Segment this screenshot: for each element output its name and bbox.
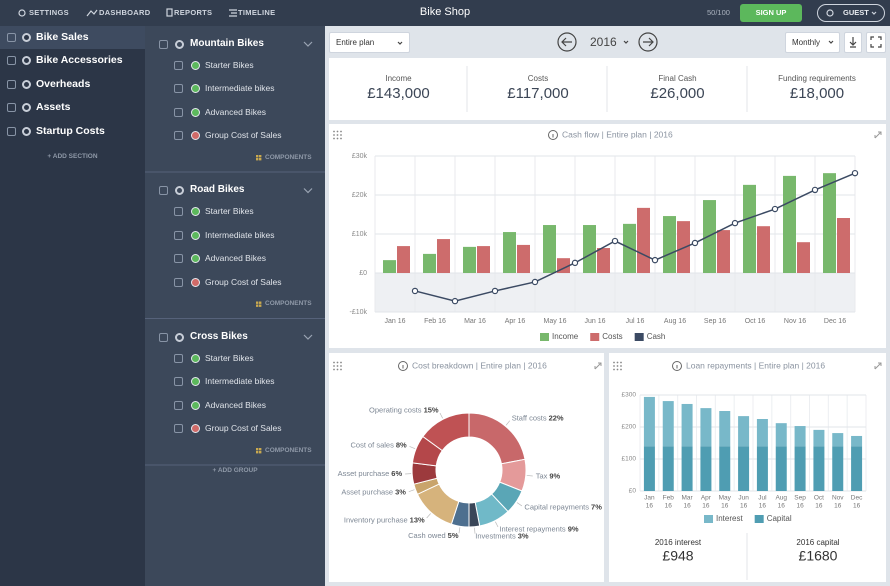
plan-select[interactable]: Entire plan	[329, 32, 410, 53]
section-label[interactable]: Bike Sales	[36, 30, 89, 43]
item-label[interactable]: Starter Bikes	[205, 59, 254, 70]
item-label[interactable]: Intermediate bikes	[205, 376, 275, 386]
group-label[interactable]: Mountain Bikes	[190, 37, 264, 49]
kpi-label: Funding requirements	[778, 74, 856, 83]
group-panel	[145, 26, 325, 586]
checkbox[interactable]	[159, 186, 168, 195]
status-dot	[175, 39, 184, 49]
checkbox[interactable]	[174, 107, 183, 117]
section-row-selected	[0, 25, 145, 49]
status-dot	[191, 107, 200, 117]
checkbox[interactable]	[7, 103, 16, 112]
add-section[interactable]: + ADD SECTION	[47, 153, 98, 160]
checkbox[interactable]	[174, 230, 183, 240]
group-label[interactable]: Cross Bikes	[190, 330, 248, 342]
checkbox[interactable]	[174, 131, 183, 140]
status-dot	[191, 84, 200, 93]
usage: 50/100	[707, 8, 730, 17]
checkbox[interactable]	[7, 79, 16, 89]
checkbox[interactable]	[7, 32, 16, 42]
kpi-value: £26,000	[650, 85, 705, 102]
sidebar	[0, 26, 145, 586]
status-dot	[22, 79, 31, 89]
status-dot	[191, 353, 200, 363]
status-dot	[191, 254, 200, 263]
loan-card	[609, 353, 886, 582]
group-label[interactable]: Road Bikes	[190, 184, 245, 195]
period-select[interactable]: Monthly	[785, 32, 840, 53]
section-label[interactable]: Bike Accessories	[36, 54, 123, 66]
status-dot	[175, 186, 184, 195]
status-dot	[191, 230, 200, 240]
status-dot	[191, 377, 200, 386]
checkbox[interactable]	[7, 56, 16, 65]
item-label[interactable]: Group Cost of Sales	[205, 423, 282, 433]
app-title: Bike Shop	[419, 6, 471, 18]
checkbox[interactable]	[159, 332, 168, 342]
checkbox[interactable]	[174, 400, 183, 410]
components-link[interactable]: COMPONENTS	[265, 446, 312, 454]
nav-reports[interactable]: REPORTS	[174, 8, 213, 17]
checkbox[interactable]	[174, 377, 183, 386]
status-dot	[175, 332, 184, 342]
item-label[interactable]: Starter Bikes	[205, 206, 254, 216]
checkbox[interactable]	[174, 84, 183, 93]
components-link[interactable]: COMPONENTS	[265, 300, 312, 307]
kpi-value: £143,000	[367, 85, 430, 102]
checkbox[interactable]	[174, 424, 183, 433]
status-dot	[191, 400, 200, 410]
kpi-value: £18,000	[789, 85, 845, 102]
kpi-label: Income	[385, 74, 412, 83]
checkbox[interactable]	[174, 353, 183, 363]
status-dot	[191, 207, 200, 216]
prev-year[interactable]	[557, 32, 577, 52]
item-label[interactable]: Advanced Bikes	[205, 399, 266, 410]
components-link[interactable]: COMPONENTS	[265, 153, 312, 161]
section-label[interactable]: Startup Costs	[36, 124, 105, 137]
item-label[interactable]: Group Cost of Sales	[205, 130, 282, 140]
cashflow-card	[329, 124, 886, 348]
checkbox[interactable]	[174, 207, 183, 216]
checkbox[interactable]	[174, 277, 183, 287]
item-label[interactable]: Intermediate bikes	[205, 229, 275, 240]
next-year[interactable]	[638, 32, 658, 52]
signup-button[interactable]: SIGN UP	[740, 4, 802, 22]
user-button[interactable]: GUEST	[817, 4, 885, 22]
status-dot	[22, 32, 31, 42]
next-arrow	[643, 37, 654, 47]
status-dot	[191, 277, 200, 287]
checkbox[interactable]	[159, 39, 168, 49]
nav-timeline[interactable]: TIMELINE	[238, 8, 276, 17]
kpi-label: Final Cash	[658, 74, 697, 83]
checkbox[interactable]	[174, 254, 183, 263]
cost-card	[329, 353, 604, 582]
checkbox[interactable]	[7, 126, 16, 136]
year-caret	[623, 40, 629, 44]
fullscreen-button[interactable]	[866, 32, 886, 53]
checkbox[interactable]	[174, 60, 183, 70]
status-dot	[191, 424, 200, 433]
download-button[interactable]	[844, 32, 862, 53]
section-label[interactable]: Assets	[36, 101, 71, 113]
status-dot	[22, 103, 31, 112]
nav-settings[interactable]: SETTINGS	[29, 8, 69, 17]
status-dot	[191, 60, 200, 70]
status-dot	[191, 131, 200, 140]
kpi-label: Costs	[527, 74, 549, 83]
prev-arrow	[561, 37, 572, 47]
kpi-card	[329, 58, 886, 120]
nav-dashboard[interactable]: DASHBOARD	[99, 8, 151, 17]
section-label[interactable]: Overheads	[36, 77, 91, 90]
add-group[interactable]: + ADD GROUP	[212, 467, 258, 474]
item-label[interactable]: Starter Bikes	[205, 352, 254, 363]
status-dot	[22, 126, 31, 136]
item-label[interactable]: Intermediate bikes	[205, 83, 275, 93]
year[interactable]: 2016	[590, 35, 617, 49]
status-dot	[22, 56, 31, 65]
item-label[interactable]: Advanced Bikes	[205, 253, 266, 263]
kpi-value: £117,000	[507, 85, 569, 102]
item-label[interactable]: Group Cost of Sales	[205, 276, 282, 287]
item-label[interactable]: Advanced Bikes	[205, 106, 266, 117]
